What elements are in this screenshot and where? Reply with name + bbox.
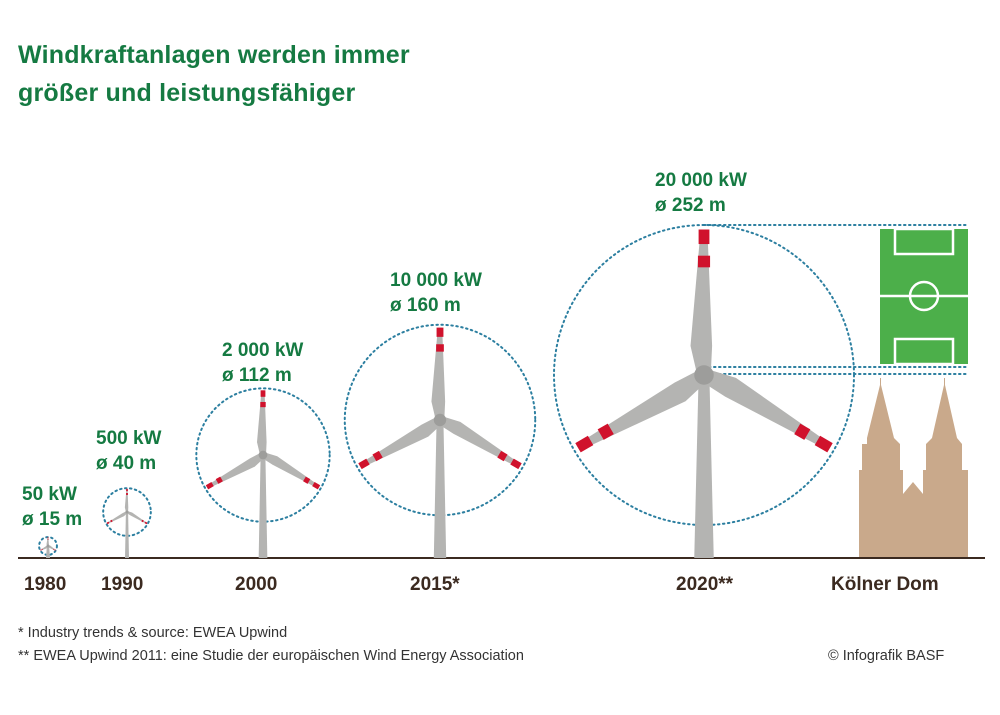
blade-tip-marking	[814, 435, 833, 453]
blade-body	[206, 452, 265, 489]
blade-tip-marking	[358, 458, 370, 470]
blade-marking	[215, 476, 223, 484]
year-2000: 2000	[235, 574, 278, 595]
blade	[126, 511, 148, 525]
blade-body	[124, 488, 129, 512]
label-2020: 20 000 kW ø 252 m	[655, 170, 747, 216]
turbine-2000	[195, 387, 331, 558]
tower	[46, 546, 50, 558]
blade-tip-marking	[510, 458, 522, 470]
blade-tip-marking	[312, 482, 321, 490]
tower	[125, 512, 129, 558]
turbine-2020	[553, 224, 855, 558]
field-penalty-area-top	[893, 227, 955, 256]
tower	[258, 455, 268, 558]
turbine-1980	[38, 536, 58, 558]
blade	[575, 369, 708, 453]
blade	[261, 452, 321, 490]
blade-marking	[41, 548, 43, 551]
blade-tip-marking	[144, 521, 148, 525]
blade-marking	[497, 450, 508, 462]
blade-marking	[597, 423, 614, 440]
blade-marking	[110, 519, 113, 523]
blade-body	[126, 511, 148, 525]
blade-marking	[260, 401, 266, 408]
year-2020: 2020**	[676, 574, 734, 595]
blade-tip-marking	[205, 482, 214, 490]
footnote-2: ** EWEA Upwind 2011: eine Studie der eur…	[18, 648, 524, 664]
blade-body	[431, 327, 446, 420]
blade	[700, 369, 833, 453]
blade-marking	[47, 538, 49, 540]
hub	[694, 365, 714, 385]
blade-marking	[53, 548, 55, 551]
hub	[125, 510, 129, 514]
footnote-1: * Industry trends & source: EWEA Upwind	[18, 625, 288, 641]
blade-tip-marking	[47, 537, 49, 539]
blade	[205, 452, 265, 490]
hub	[433, 413, 447, 427]
blade-body	[257, 390, 267, 455]
turbine-2015	[343, 323, 537, 558]
blade-body	[261, 452, 320, 489]
blade-body	[700, 369, 832, 451]
hub	[258, 450, 268, 460]
blade	[257, 390, 267, 455]
blade-tip-marking	[436, 327, 444, 337]
year-2015: 2015*	[410, 574, 460, 595]
blade-marking	[794, 423, 811, 440]
blade	[690, 229, 713, 375]
label-1990: 500 kW ø 40 m	[96, 428, 162, 474]
blade	[124, 488, 129, 512]
blade-body	[576, 369, 708, 451]
blade-marking	[436, 344, 444, 352]
title: Windkraftanlagen werden immer größer und…	[18, 36, 410, 112]
title-line-2: größer und leistungsfähiger	[18, 79, 356, 107]
blade	[431, 327, 446, 420]
blade	[40, 545, 49, 551]
label-2000: 2 000 kW ø 112 m	[222, 340, 304, 386]
blade-marking	[372, 450, 383, 462]
rotor-circle	[38, 536, 58, 556]
blade-tip-marking	[698, 229, 710, 245]
year-1980: 1980	[24, 574, 67, 595]
field-center-circle	[908, 280, 940, 312]
label-1980: 50 kW ø 15 m	[22, 484, 83, 530]
blade-body	[106, 511, 128, 525]
blade-marking	[697, 255, 711, 268]
blade-tip-marking	[40, 549, 42, 551]
blade-marking	[141, 519, 144, 523]
blade	[437, 416, 522, 470]
blade	[358, 416, 443, 470]
blade-body	[358, 416, 443, 469]
blade-body	[690, 229, 713, 375]
blade	[46, 537, 49, 546]
label-koelner-dom: Kölner Dom	[831, 574, 939, 595]
credit: © Infografik BASF	[828, 648, 945, 664]
turbine-1990	[102, 487, 152, 558]
blade-tip-marking	[260, 390, 266, 397]
tower	[694, 375, 714, 558]
blade-marking	[126, 493, 128, 495]
blade-tip-marking	[106, 521, 110, 525]
koelner-dom-silhouette	[859, 378, 968, 558]
blade	[106, 511, 128, 525]
blade	[47, 545, 56, 551]
blade-marking	[303, 476, 311, 484]
title-line-1: Windkraftanlagen werden immer	[18, 41, 410, 69]
tower	[433, 420, 447, 558]
blade-body	[437, 416, 522, 469]
label-2015: 10 000 kW ø 160 m	[390, 270, 482, 316]
field-penalty-area-bottom	[893, 337, 955, 366]
blade-tip-marking	[126, 488, 128, 492]
blade-tip-marking	[54, 549, 56, 551]
year-1990: 1990	[101, 574, 144, 595]
blade-tip-marking	[575, 435, 594, 453]
hub	[46, 544, 50, 548]
